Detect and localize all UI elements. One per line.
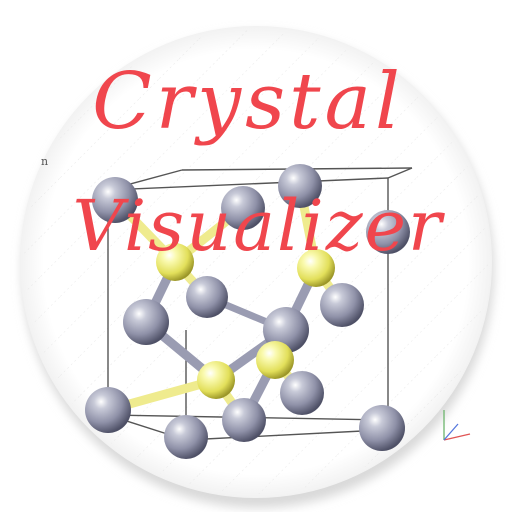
- atom-grey: [85, 387, 131, 433]
- axes-icon: [443, 410, 471, 441]
- grid-backdrop: [24, 30, 488, 494]
- atom-yellow: [197, 361, 235, 399]
- atom-grey: [280, 371, 324, 415]
- atom-grey: [366, 210, 410, 254]
- atom-grey: [359, 405, 405, 451]
- atom-grey: [186, 276, 228, 318]
- atom-yellow: [297, 249, 335, 287]
- title-line-2: Visualizer: [73, 185, 446, 267]
- atom-grey: [278, 164, 322, 208]
- corner-label: n: [41, 155, 48, 168]
- atom-yellow: [256, 341, 294, 379]
- atom-grey: [92, 177, 138, 223]
- atom-grey: [123, 299, 169, 345]
- atom-grey: [221, 186, 265, 230]
- title-line-1: Crystal: [92, 57, 404, 147]
- atoms: [85, 164, 410, 459]
- atom-grey: [320, 283, 364, 327]
- atom-yellow: [156, 243, 194, 281]
- atom-grey: [222, 398, 266, 442]
- atom-grey: [164, 415, 208, 459]
